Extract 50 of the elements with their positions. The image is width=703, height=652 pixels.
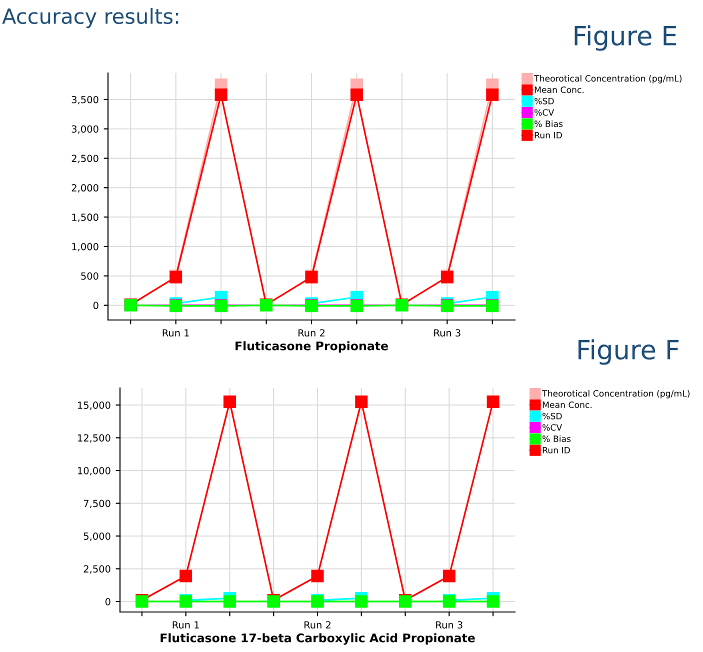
x-tick-label: Run 2 [304, 621, 330, 629]
legend-label: Run ID [534, 132, 562, 138]
text: Accuracy results: [2, 8, 178, 28]
legend-label: Theorotical Concentration (pg/mL) [542, 390, 690, 398]
point [486, 396, 500, 408]
y-tick-label: 3,000 [72, 125, 98, 134]
x-tick-label: Run 3 [436, 621, 462, 629]
text: Figure F [578, 339, 679, 365]
x-tick-label: Run 2 [298, 329, 324, 337]
legend-label: Mean Conc. [542, 402, 592, 408]
x-tick-label: Run 1 [162, 329, 189, 337]
y-tick-label: 12,500 [78, 434, 110, 443]
point [355, 396, 368, 408]
legend-label: Mean Conc. [534, 86, 584, 94]
legend-label: Theorotical Concentration (pg/mL) [534, 75, 682, 84]
x-tick-label: Run 3 [434, 329, 460, 337]
y-tick-label: 15,000 [78, 402, 110, 410]
y-tick-label: 2,500 [72, 154, 98, 164]
legend-label: Run ID [542, 447, 570, 454]
legend-label: %CV [534, 109, 554, 116]
y-tick-label: 2,500 [84, 565, 110, 574]
legend-label: % Bias [534, 120, 563, 128]
point [223, 396, 236, 408]
point [180, 570, 192, 582]
y-tick-label: 10,000 [78, 467, 110, 476]
y-tick-label: 1,000 [72, 242, 98, 252]
point [355, 595, 368, 608]
point [486, 595, 500, 608]
point [350, 88, 363, 102]
y-tick-label: 0 [105, 598, 110, 606]
point [442, 570, 456, 582]
y-tick-label: 5,000 [84, 532, 110, 541]
point [223, 595, 236, 608]
legend-label: % Bias [542, 435, 571, 442]
x-tick-label: Run 1 [172, 621, 199, 629]
legend-label: %CV [542, 424, 562, 431]
y-tick-label: 500 [81, 272, 98, 280]
x-axis-title: Fluticasone 17-beta Carboxylic Acid Propionate [160, 633, 475, 645]
y-tick-label: 7,500 [84, 500, 110, 508]
point [486, 88, 499, 102]
y-tick-label: 3,500 [72, 96, 98, 104]
y-tick-label: 1,500 [72, 214, 98, 222]
legend-label: %SD [542, 412, 562, 420]
point [214, 88, 228, 102]
y-tick-label: 2,000 [72, 184, 98, 192]
text: Figure E [574, 25, 676, 51]
point [311, 570, 324, 582]
y-tick-label: 0 [93, 302, 98, 310]
legend-label: %SD [534, 98, 554, 104]
x-axis-title: Fluticasone Propionate [236, 341, 388, 353]
